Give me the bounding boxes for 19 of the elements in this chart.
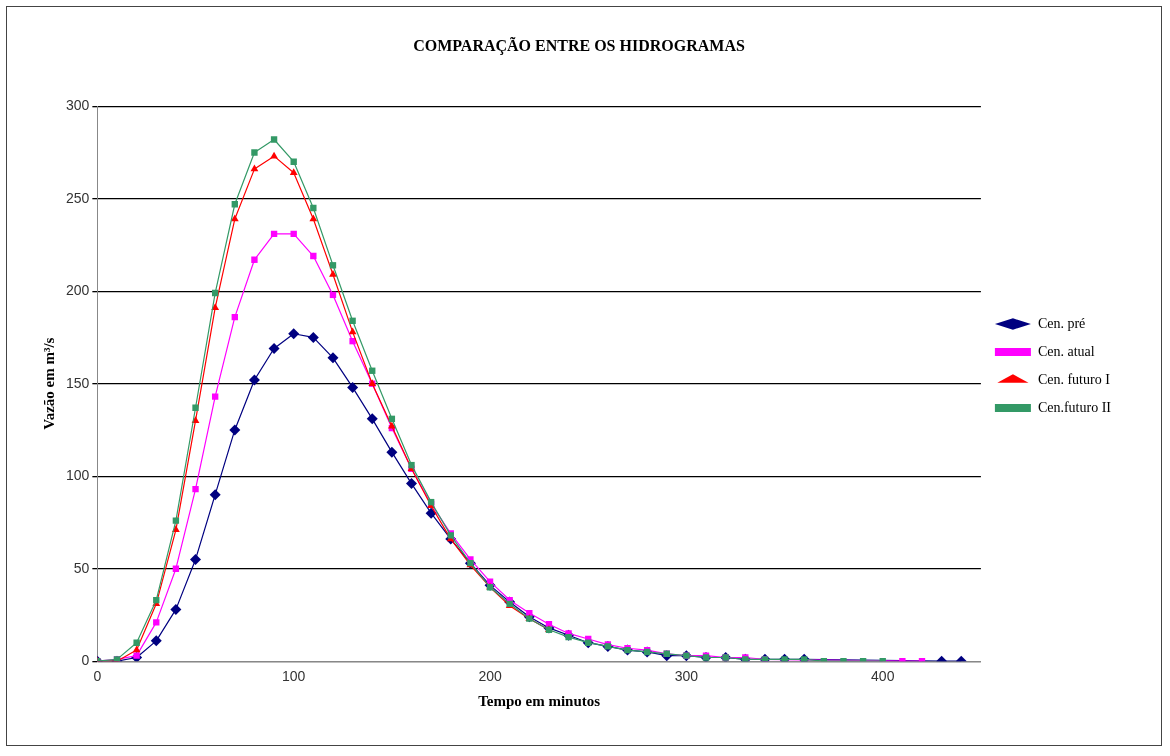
- x-tick-label: 0: [93, 668, 102, 685]
- y-tick-label: 150: [66, 374, 90, 391]
- y-tick-label: 200: [66, 282, 90, 299]
- x-axis-title: Tempo em minutos: [478, 692, 601, 709]
- x-tick-label: 300: [674, 668, 699, 685]
- x-tick-label: 200: [478, 668, 502, 685]
- y-tick-label: 50: [73, 559, 90, 576]
- legend-label: Cen. pré: [1037, 315, 1086, 331]
- x-tick-label: 100: [282, 668, 306, 685]
- chart-title: COMPARAÇÃO ENTRE OS HIDROGRAMAS: [413, 35, 745, 55]
- y-tick-label: 0: [81, 652, 90, 669]
- x-tick-label: 400: [871, 668, 895, 685]
- y-tick-label: 100: [66, 467, 90, 484]
- y-tick-label: 300: [66, 97, 90, 114]
- legend-label: Cen. atual: [1037, 343, 1095, 359]
- legend-label: Cen.futuro II: [1037, 399, 1112, 415]
- y-tick-label: 250: [66, 189, 90, 206]
- legend-label: Cen. futuro I: [1037, 371, 1111, 387]
- y-axis-title: Vazão em m³/s: [40, 337, 57, 430]
